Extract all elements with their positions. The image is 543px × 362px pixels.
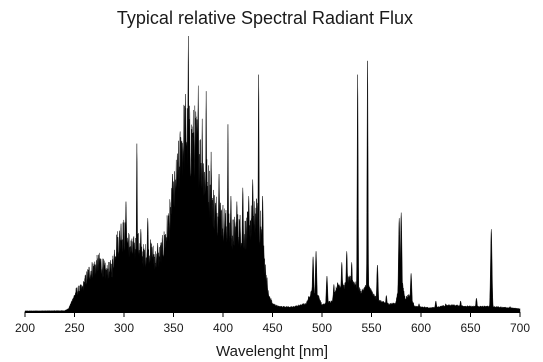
x-tick-label: 400: [213, 321, 233, 335]
x-tick-label: 600: [411, 321, 431, 335]
x-tick-label: 300: [114, 321, 134, 335]
x-tick-label: 350: [163, 321, 183, 335]
x-tick-label: 200: [15, 321, 35, 335]
x-tick-label: 450: [262, 321, 282, 335]
x-tick-label: 650: [460, 321, 480, 335]
plot-area: [24, 35, 521, 313]
x-tick-label: 500: [312, 321, 332, 335]
spectrum-area: [24, 35, 521, 313]
x-tick-label: 700: [510, 321, 530, 335]
x-axis-label: Wavelenght [nm]: [216, 343, 328, 360]
x-tick-label: 550: [361, 321, 381, 335]
chart-title: Typical relative Spectral Radiant Flux: [117, 8, 413, 28]
x-axis-ticks: 200 250 300 350 400 450 500 550 600 650 700: [15, 312, 530, 335]
x-tick-label: 250: [64, 321, 84, 335]
